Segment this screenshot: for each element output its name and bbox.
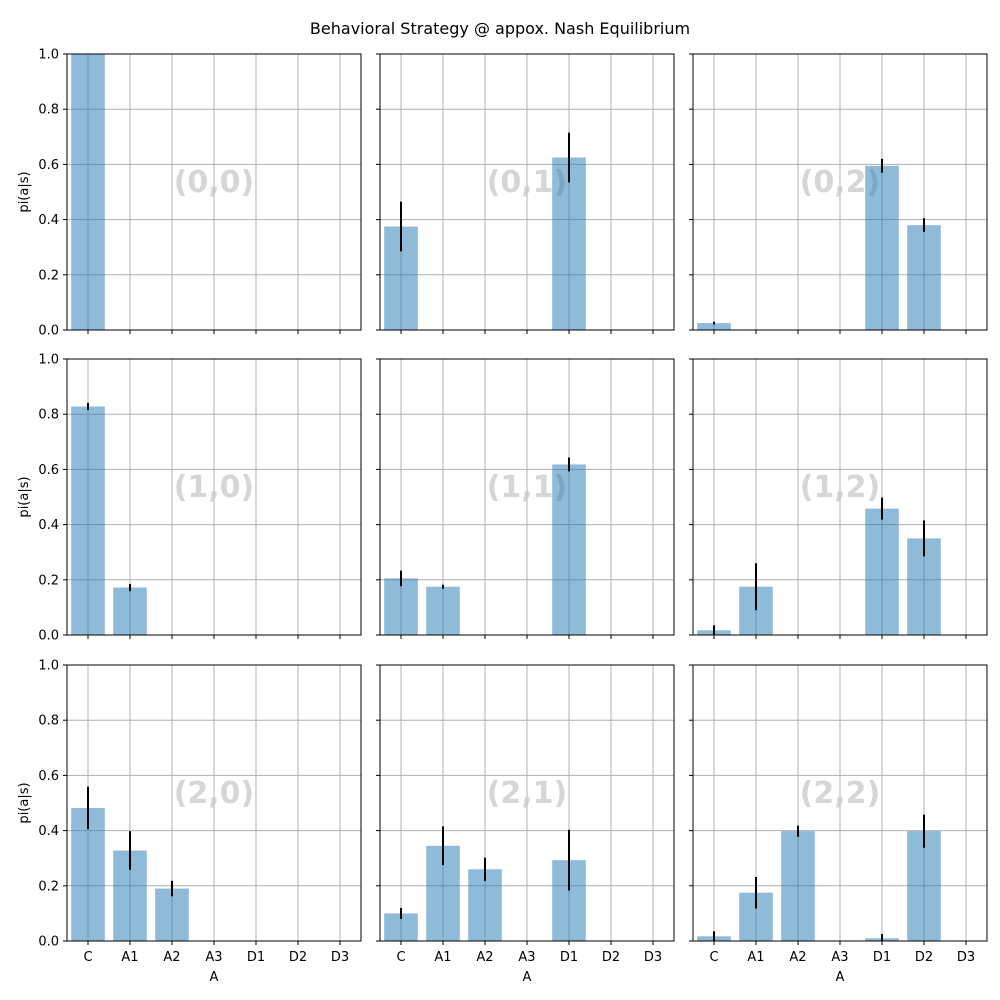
subplot-2-0: (2,0) 0.0 0.2 0.4 0.6 0.8 1.0 C A1 A2 A3 D1 D2 D3 pi(a… xyxy=(17,659,362,985)
subplot-0-0: (0,0) 0.0 0.2 0.4 0.6 0.8 1.0 pi(a|s) xyxy=(17,48,362,339)
state-label: (0,0) xyxy=(174,165,255,200)
y-tick-label: 0.6 xyxy=(38,463,59,478)
bar-A2 xyxy=(468,869,502,941)
bar-D1 xyxy=(552,157,586,330)
x-tick-label: A2 xyxy=(476,950,493,965)
x-tick-label: D3 xyxy=(644,950,662,965)
y-axis-label: pi(a|s) xyxy=(17,171,32,212)
y-tick-label: 0.8 xyxy=(38,103,59,118)
x-tick-label: A3 xyxy=(205,950,222,965)
x-tick-label: D1 xyxy=(247,950,265,965)
y-tick-label: 0.6 xyxy=(38,158,59,173)
x-tick-label: D3 xyxy=(957,950,975,965)
x-tick-label: A1 xyxy=(434,950,451,965)
x-axis-label: A xyxy=(836,970,845,985)
state-label: (2,1) xyxy=(487,776,568,811)
bar-D2 xyxy=(907,225,941,330)
state-label: (1,2) xyxy=(800,470,881,505)
bar-C xyxy=(71,807,105,941)
y-tick-label: 0.4 xyxy=(38,518,59,533)
bar-A1 xyxy=(113,587,147,635)
x-tick-label: A3 xyxy=(831,950,848,965)
x-tick-label: A1 xyxy=(121,950,138,965)
y-tick-label: 0.0 xyxy=(38,629,59,644)
subplot-1-2: (1,2) xyxy=(689,358,988,639)
subplot-1-0: (1,0) 0.0 0.2 0.4 0.6 0.8 1.0 pi(a|s) xyxy=(17,353,362,644)
y-tick-label: 1.0 xyxy=(38,353,59,368)
figure-title: Behavioral Strategy @ appox. Nash Equili… xyxy=(310,19,690,38)
state-label: (1,0) xyxy=(174,470,255,505)
subplot-0-1: (0,1) xyxy=(376,53,675,334)
x-tick-label: D2 xyxy=(915,950,933,965)
x-tick-label: D1 xyxy=(560,950,578,965)
x-axis-label: A xyxy=(210,970,219,985)
y-tick-label: 0.6 xyxy=(38,769,59,784)
bar-C xyxy=(71,54,105,330)
y-tick-label: 0.8 xyxy=(38,714,59,729)
y-tick-label: 0.0 xyxy=(38,324,59,339)
subplot-grid: (0,0) 0.0 0.2 0.4 0.6 0.8 1.0 pi(a|s) (0,1) (0,2)… xyxy=(17,48,988,985)
x-tick-label: D3 xyxy=(331,950,349,965)
y-axis-label: pi(a|s) xyxy=(17,782,32,823)
y-tick-label: 0.2 xyxy=(38,573,59,588)
y-tick-label: 0.4 xyxy=(38,213,59,228)
x-tick-label: C xyxy=(396,950,405,965)
x-tick-label: C xyxy=(709,950,718,965)
x-axis-label: A xyxy=(523,970,532,985)
bar-A1 xyxy=(426,586,460,635)
subplot-2-1: (2,1) C A1 A2 A3 D1 D2 D3 A xyxy=(376,664,675,985)
bar-D1 xyxy=(865,508,899,635)
x-tick-label: D2 xyxy=(602,950,620,965)
x-tick-label: A2 xyxy=(163,950,180,965)
y-tick-label: 1.0 xyxy=(38,659,59,674)
state-label: (2,2) xyxy=(800,776,881,811)
x-tick-label: C xyxy=(83,950,92,965)
bar-A2 xyxy=(155,888,189,941)
bar-D1 xyxy=(865,165,899,330)
y-tick-label: 0.2 xyxy=(38,879,59,894)
x-tick-label: A3 xyxy=(518,950,535,965)
x-tick-label: D1 xyxy=(873,950,891,965)
x-tick-label: A1 xyxy=(747,950,764,965)
subplot-2-2: (2,2) C A1 A2 A3 D1 D2 D3 A xyxy=(689,664,988,985)
bar-C xyxy=(697,323,731,330)
y-tick-label: 0.0 xyxy=(38,935,59,950)
y-tick-label: 0.4 xyxy=(38,824,59,839)
bar-C xyxy=(384,578,418,635)
subplot-0-2: (0,2) xyxy=(689,53,988,334)
x-tick-label: A2 xyxy=(789,950,806,965)
bar-D2 xyxy=(907,831,941,941)
y-axis-label: pi(a|s) xyxy=(17,476,32,517)
y-tick-label: 0.2 xyxy=(38,268,59,283)
bar-D1 xyxy=(552,464,586,635)
subplot-1-1: (1,1) xyxy=(376,358,675,639)
x-tick-label: D2 xyxy=(289,950,307,965)
bar-A2 xyxy=(781,831,815,941)
bar-C xyxy=(71,406,105,635)
y-tick-label: 0.8 xyxy=(38,408,59,423)
state-label: (2,0) xyxy=(174,776,255,811)
y-tick-label: 1.0 xyxy=(38,48,59,63)
